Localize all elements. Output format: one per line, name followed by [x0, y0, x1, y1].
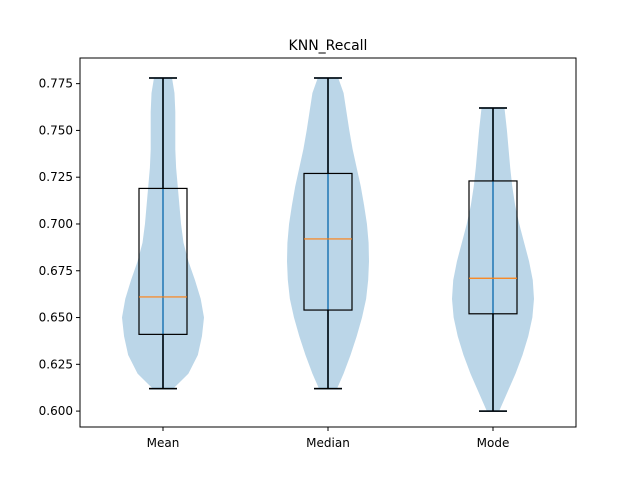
- y-tick-label-0.725: 0.725: [39, 170, 73, 184]
- x-tick-label-median: Median: [306, 436, 350, 450]
- chart-title: KNN_Recall: [289, 38, 368, 54]
- x-tick-label-mean: Mean: [147, 436, 180, 450]
- x-tick-label-mode: Mode: [477, 436, 510, 450]
- y-tick-label-0.600: 0.600: [39, 404, 73, 418]
- plot-layer: [122, 77, 534, 412]
- box-iqr-median: [303, 172, 353, 311]
- y-tick-label-0.650: 0.650: [39, 311, 73, 325]
- y-tick-label-0.775: 0.775: [39, 77, 73, 91]
- y-tick-label-0.750: 0.750: [39, 123, 73, 137]
- box-iqr-mean: [138, 187, 188, 335]
- box-iqr-mode: [468, 180, 518, 315]
- y-tick-label-0.675: 0.675: [39, 264, 73, 278]
- y-tick-label-0.625: 0.625: [39, 357, 73, 371]
- axis-layer: Mean Median Mode 0.600 0.625 0.650 0.675 0.700 0…: [39, 77, 510, 450]
- y-tick-label-0.700: 0.700: [39, 217, 73, 231]
